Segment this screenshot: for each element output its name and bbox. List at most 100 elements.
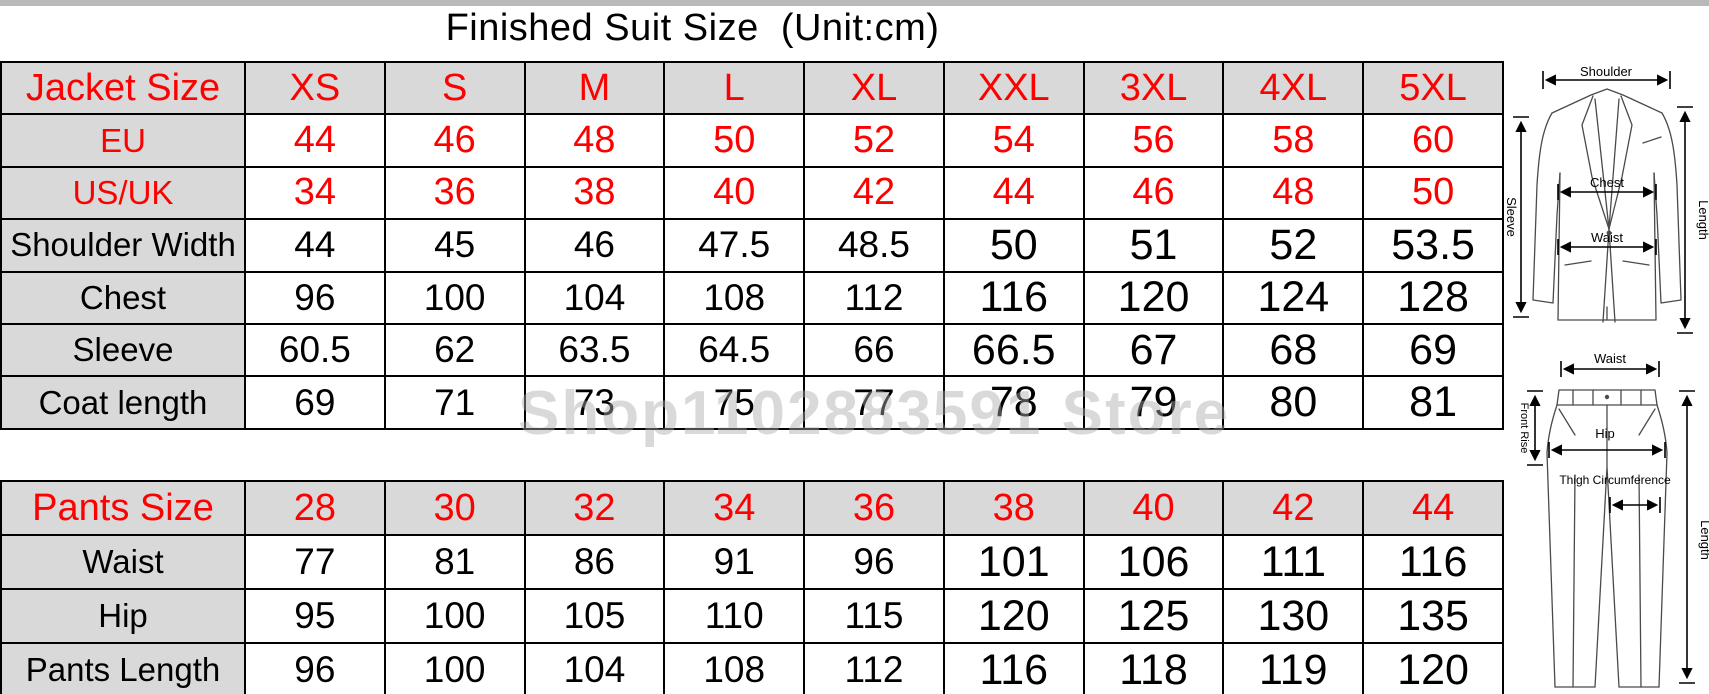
size-value-cell: 50	[1364, 167, 1504, 221]
size-value-cell: 120	[944, 590, 1085, 644]
pants-hip-label: Hip	[1595, 426, 1615, 441]
size-value-cell: 46	[1084, 167, 1225, 221]
size-col-header: M	[525, 63, 666, 116]
size-value-cell: 62	[385, 324, 526, 378]
size-value-cell: 34	[246, 167, 386, 221]
size-value-cell: 112	[805, 272, 945, 325]
size-value-cell: 69	[246, 377, 386, 430]
size-value-cell: 91	[665, 536, 806, 590]
size-value-cell: 96	[805, 536, 945, 590]
size-value-cell: 120	[1364, 644, 1504, 694]
size-value-cell: 108	[665, 644, 806, 694]
size-value-cell: 120	[1084, 272, 1225, 325]
size-value-cell: 68	[1224, 324, 1365, 378]
size-value-cell: 56	[1084, 115, 1225, 168]
size-col-header: S	[385, 63, 526, 116]
size-value-cell: 105	[525, 590, 666, 644]
table-corner-label: Pants Size	[2, 482, 246, 536]
size-value-cell: 125	[1084, 590, 1225, 644]
size-value-cell: 45	[385, 220, 526, 273]
size-value-cell: 104	[525, 272, 666, 325]
size-col-header: 40	[1084, 482, 1225, 536]
pants-length-label: Length	[1698, 520, 1709, 560]
row-label: Waist	[2, 536, 246, 590]
row-label: Pants Length	[2, 644, 246, 694]
row-label: EU	[2, 115, 246, 168]
size-col-header: 36	[805, 482, 945, 536]
size-value-cell: 81	[385, 536, 526, 590]
size-value-cell: 63.5	[525, 324, 666, 378]
size-value-cell: 64.5	[665, 324, 806, 378]
size-value-cell: 60.5	[246, 324, 386, 378]
table-corner-label: Jacket Size	[2, 63, 246, 116]
size-value-cell: 48	[525, 115, 666, 168]
size-value-cell: 52	[1224, 220, 1365, 273]
size-col-header: XS	[246, 63, 386, 116]
top-border-strip	[0, 0, 1709, 6]
size-value-cell: 75	[665, 377, 806, 430]
size-col-header: XXL	[944, 63, 1085, 116]
jacket-measurement-arrows	[1513, 71, 1693, 334]
size-value-cell: 44	[246, 115, 386, 168]
size-value-cell: 95	[246, 590, 386, 644]
size-col-header: 34	[665, 482, 806, 536]
size-value-cell: 47.5	[665, 220, 806, 273]
size-value-cell: 80	[1224, 377, 1365, 430]
size-value-cell: 50	[665, 115, 806, 168]
size-value-cell: 60	[1364, 115, 1504, 168]
pants-size-table: Pants Size 28 30 32 34 36 38 40 42 44 Waist 77 81 86 9…	[0, 480, 1504, 694]
size-value-cell: 44	[944, 167, 1085, 221]
size-value-cell: 78	[944, 377, 1085, 430]
size-value-cell: 86	[525, 536, 666, 590]
size-col-header: 30	[385, 482, 526, 536]
size-col-header: 38	[944, 482, 1085, 536]
size-value-cell: 52	[805, 115, 945, 168]
size-value-cell: 110	[665, 590, 806, 644]
size-value-cell: 106	[1084, 536, 1225, 590]
size-value-cell: 48.5	[805, 220, 945, 273]
size-col-header: 42	[1224, 482, 1365, 536]
jacket-size-table: Jacket Size XS S M L XL XXL 3XL 4XL 5XL EU 44 46 48 50…	[0, 61, 1504, 430]
size-value-cell: 40	[665, 167, 806, 221]
size-col-header: XL	[805, 63, 945, 116]
pants-thigh-label: Thigh Circumference	[1559, 473, 1671, 487]
jacket-shoulder-label: Shoulder	[1580, 64, 1633, 79]
size-value-cell: 116	[1364, 536, 1504, 590]
size-value-cell: 77	[805, 377, 945, 430]
size-col-header: 5XL	[1364, 63, 1504, 116]
row-label: Hip	[2, 590, 246, 644]
size-value-cell: 79	[1084, 377, 1225, 430]
size-value-cell: 104	[526, 644, 666, 694]
size-value-cell: 119	[1224, 644, 1365, 694]
size-value-cell: 116	[945, 644, 1085, 694]
size-value-cell: 108	[665, 272, 806, 325]
size-value-cell: 130	[1224, 590, 1365, 644]
size-value-cell: 67	[1084, 324, 1225, 378]
size-value-cell: 77	[246, 536, 386, 590]
size-value-cell: 111	[1224, 536, 1365, 590]
jacket-chest-label: Chest	[1590, 175, 1624, 190]
size-value-cell: 53.5	[1364, 220, 1504, 273]
size-value-cell: 100	[385, 272, 526, 325]
size-value-cell: 44	[246, 220, 386, 273]
row-label: Sleeve	[2, 324, 246, 378]
size-value-cell: 54	[944, 115, 1085, 168]
size-value-cell: 96	[246, 272, 386, 325]
pants-outline	[1546, 389, 1668, 688]
size-col-header: 4XL	[1224, 63, 1365, 116]
size-value-cell: 50	[944, 220, 1085, 273]
jacket-length-label: Length	[1696, 200, 1709, 240]
size-value-cell: 73	[525, 377, 666, 430]
size-col-header: 28	[246, 482, 386, 536]
size-value-cell: 46	[525, 220, 666, 273]
row-label: Shoulder Width	[2, 220, 246, 273]
size-value-cell: 38	[525, 167, 666, 221]
size-value-cell: 48	[1224, 167, 1365, 221]
pants-measurement-arrows	[1527, 361, 1695, 684]
size-value-cell: 36	[385, 167, 526, 221]
size-value-cell: 118	[1085, 644, 1225, 694]
size-value-cell: 96	[246, 644, 386, 694]
size-value-cell: 116	[944, 272, 1085, 325]
page-title: Finished Suit Size (Unit:cm)	[445, 7, 940, 49]
size-value-cell: 58	[1224, 115, 1365, 168]
